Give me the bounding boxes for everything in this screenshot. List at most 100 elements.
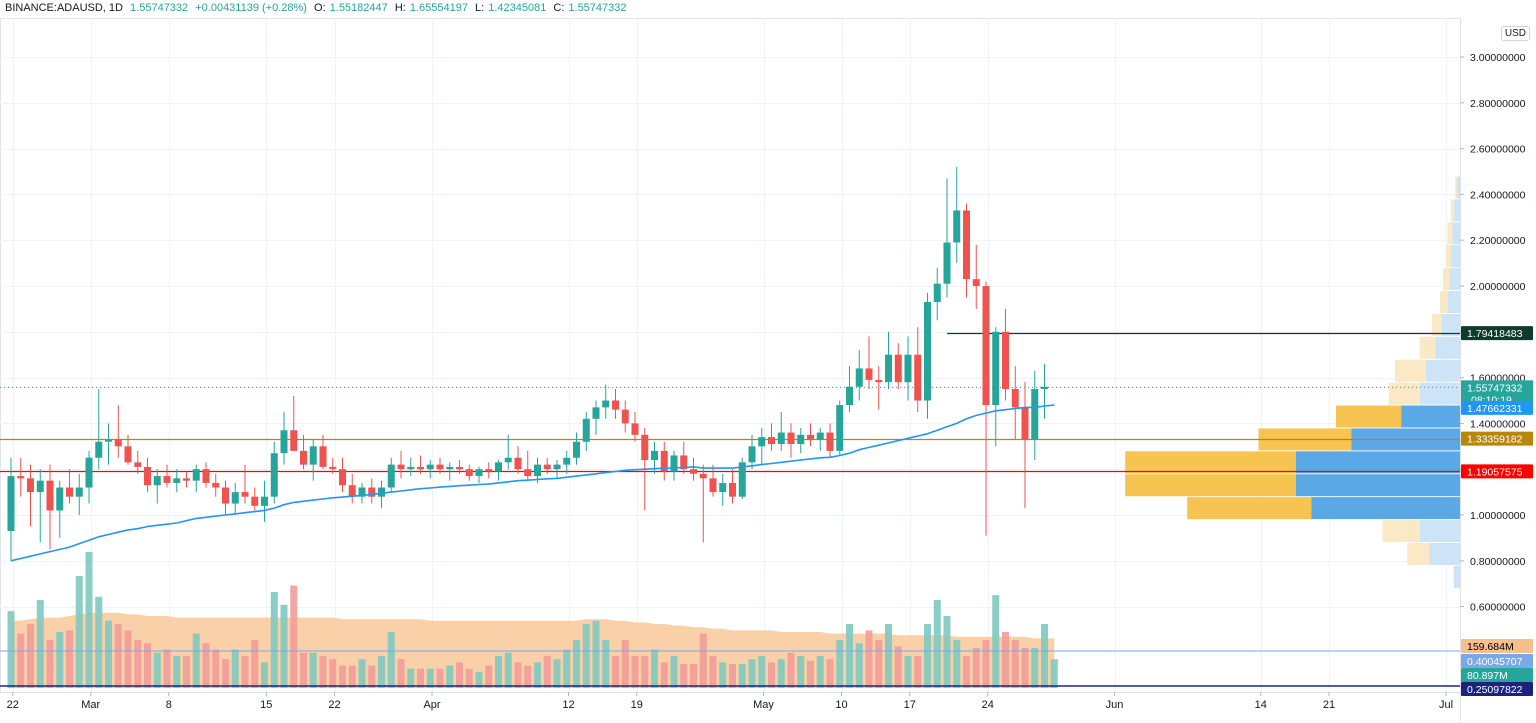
candle-body	[982, 286, 990, 406]
candle-body	[212, 482, 220, 488]
candle-body	[261, 496, 268, 506]
candle	[582, 411, 590, 451]
volume-bar	[36, 600, 44, 688]
volume-bar	[134, 640, 142, 688]
candle-body	[417, 466, 424, 470]
candle	[875, 366, 883, 410]
x-tick-label: 19	[631, 699, 643, 711]
candle	[329, 457, 337, 474]
last-price-tag-text: 1.55747332	[1467, 382, 1523, 394]
candle	[368, 478, 376, 504]
candle-body	[114, 439, 122, 447]
volume-bar	[777, 659, 785, 688]
candle-body	[738, 462, 746, 497]
volume-profile-down	[1432, 313, 1442, 336]
candle-body	[1031, 389, 1039, 440]
candle-body	[66, 487, 73, 497]
candle-body	[729, 482, 736, 497]
volume-profile-down	[1125, 474, 1296, 497]
candle-body	[465, 469, 473, 477]
candle-body	[202, 469, 210, 483]
level-price-tag: 1.79418483	[1461, 326, 1533, 341]
volume-bar	[816, 656, 824, 688]
candle-body	[495, 462, 502, 472]
currency-button[interactable]: USD	[1500, 26, 1530, 41]
y-tick-label: 3.00000000	[1470, 52, 1526, 64]
candle-body	[846, 386, 853, 406]
candle-body	[173, 478, 181, 483]
candle-body	[660, 450, 668, 472]
volume-bar	[621, 640, 629, 688]
high-label: H:	[394, 2, 406, 14]
candle-body	[865, 368, 873, 380]
symbol-label[interactable]: BINANCE:ADAUSD, 1D	[5, 2, 123, 14]
candle-body	[787, 432, 795, 445]
candle-body	[222, 487, 229, 504]
candle	[46, 464, 54, 550]
candle	[436, 457, 444, 474]
volume-bar	[446, 665, 454, 688]
volume-tag-text: 80.897M	[1467, 670, 1508, 682]
open-label: O:	[314, 2, 326, 14]
volume-bar	[865, 630, 873, 688]
volume-profile-up	[1453, 565, 1460, 588]
low-label: L:	[475, 2, 485, 14]
volume-bar	[563, 649, 571, 688]
candle-body	[397, 464, 405, 470]
volume-bar	[251, 640, 259, 688]
x-tick-label: 14	[1255, 699, 1267, 711]
volume-bar	[807, 660, 814, 688]
candle-body	[251, 496, 259, 506]
volume-bar	[709, 656, 717, 688]
volume-bar	[319, 656, 327, 688]
volume-bar	[553, 659, 561, 688]
close-value: 1.55747332	[568, 2, 627, 14]
volume-bar	[875, 640, 883, 688]
volume-bar	[602, 640, 610, 688]
candle	[387, 457, 395, 493]
candle	[407, 457, 415, 477]
candle	[475, 466, 483, 483]
candle	[17, 457, 25, 497]
volume-profile-up	[1295, 474, 1460, 497]
volume-bar	[582, 624, 590, 688]
candle	[397, 450, 405, 479]
volume-bar	[1031, 648, 1039, 688]
x-tick-label: 24	[982, 699, 994, 711]
x-tick-label: 21	[1323, 699, 1335, 711]
candle-body	[407, 466, 415, 470]
candle-body	[504, 457, 512, 463]
candle-body	[280, 430, 288, 454]
candle-body	[524, 469, 532, 477]
candle	[251, 487, 259, 511]
volume-profile-down	[1455, 176, 1457, 199]
volume-bar	[543, 656, 551, 688]
candle	[144, 457, 151, 493]
candle-body	[514, 457, 522, 470]
candle	[309, 439, 317, 481]
candle-body	[485, 469, 493, 472]
price-change: +0.00431139 (+0.28%)	[195, 2, 307, 14]
x-tick-label: 15	[260, 699, 272, 711]
candle-body	[777, 432, 785, 445]
volume-profile-up	[1311, 497, 1460, 520]
candle-body	[963, 210, 970, 280]
volume-bar	[329, 659, 337, 688]
volume-profile-up	[1447, 291, 1460, 314]
y-tick-label: 0.60000000	[1470, 602, 1526, 614]
candle	[826, 423, 834, 458]
candle	[738, 457, 746, 499]
candle-body	[368, 487, 376, 497]
volume-tag-bg	[1461, 668, 1533, 682]
candle-body	[573, 441, 580, 458]
candle	[836, 400, 844, 456]
candle	[953, 166, 961, 264]
candle-body	[124, 446, 132, 463]
volume-bar	[573, 640, 580, 688]
candle	[261, 480, 268, 522]
candle-body	[768, 437, 775, 445]
volume-bar	[836, 640, 844, 688]
candle	[300, 434, 307, 470]
